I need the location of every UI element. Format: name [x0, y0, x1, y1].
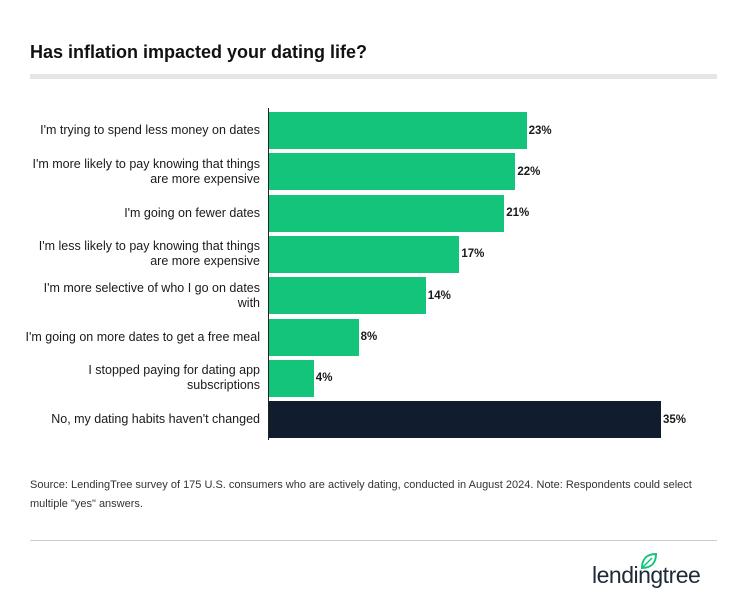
title-rule [30, 74, 717, 79]
value-label: 22% [517, 165, 541, 178]
bar [269, 277, 426, 315]
value-label: 21% [506, 207, 530, 220]
value-label: 35% [663, 413, 687, 426]
value-label: 17% [461, 248, 485, 261]
bar [269, 401, 661, 439]
category-label: I stopped paying for dating app subscrip… [88, 363, 260, 393]
category-label: No, my dating habits haven't changed [51, 412, 260, 427]
bar [269, 112, 527, 149]
bar [269, 359, 314, 397]
logo: lendingtree [592, 562, 701, 588]
axis-line [268, 108, 269, 441]
source-note: Source: LendingTree survey of 175 U.S. c… [30, 479, 692, 510]
bar [269, 235, 460, 273]
category-label: I'm going on more dates to get a free me… [25, 329, 260, 344]
category-label: I'm trying to spend less money on dates [40, 123, 260, 137]
chart-title: Has inflation impacted your dating life? [30, 42, 368, 62]
category-label: I'm less likely to pay knowing that thin… [38, 239, 260, 269]
category-label: I'm going on fewer dates [124, 205, 260, 220]
category-label: I'm more likely to pay knowing that thin… [32, 156, 261, 186]
divider [30, 540, 717, 541]
bar [269, 318, 359, 356]
value-label: 23% [528, 124, 552, 137]
value-label: 4% [315, 372, 333, 385]
bar [269, 194, 505, 232]
value-label: 8% [360, 331, 378, 343]
bar [269, 153, 516, 191]
category-label: I'm more selective of who I go on dates … [43, 280, 260, 310]
value-label: 14% [427, 289, 451, 302]
logo-leaf [640, 552, 658, 570]
